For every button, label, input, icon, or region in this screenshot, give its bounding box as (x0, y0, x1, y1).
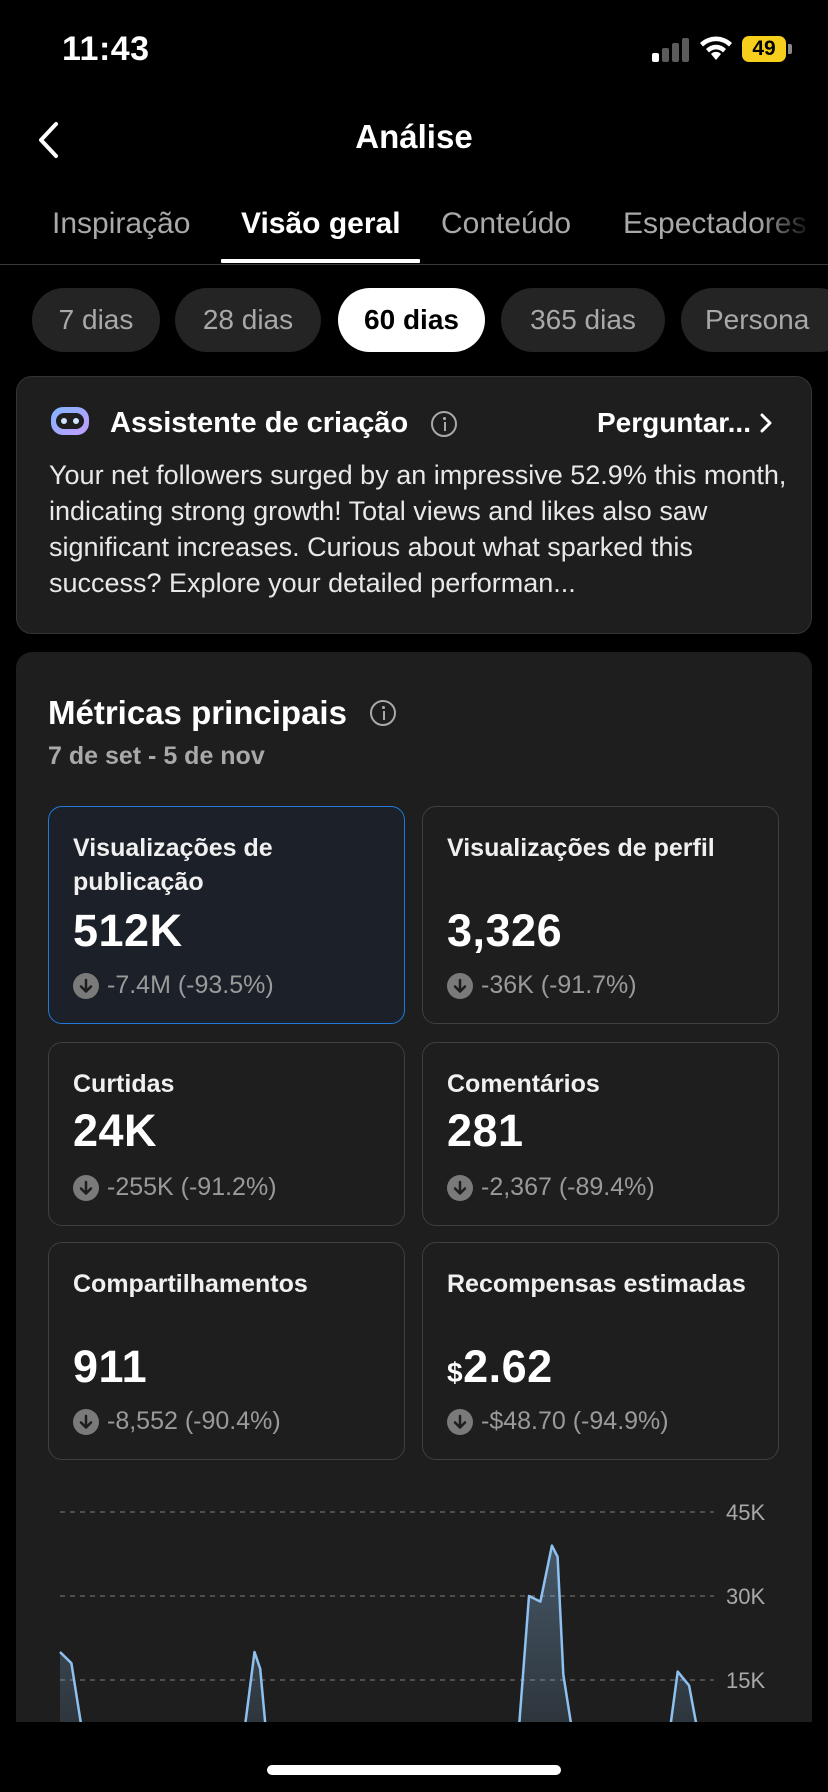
tab-conteudo[interactable]: Conteúdo (441, 207, 572, 240)
assistant-title: Assistente de criação (110, 407, 409, 439)
metric-delta-text: -7.4M (-93.5%) (107, 971, 274, 999)
pill-60-dias[interactable]: 60 dias (338, 288, 485, 352)
battery-icon: 49 (742, 36, 792, 62)
metric-label: Curtidas (73, 1070, 175, 1098)
header: Análise (0, 100, 828, 180)
ask-label: Perguntar... (596, 407, 751, 438)
active-tab-indicator (221, 259, 420, 263)
metric-label: Visualizações de publicação (73, 834, 273, 896)
page-title: Análise (355, 118, 473, 155)
metric-delta: -36K (-91.7%) (447, 971, 637, 1000)
arrow-down-icon (447, 1408, 473, 1435)
tab-inspiracao[interactable]: Inspiração (52, 207, 191, 240)
assistant-bot-icon (51, 407, 89, 435)
metric-delta: -7.4M (-93.5%) (73, 971, 274, 1000)
metric-delta-text: -$48.70 (-94.9%) (481, 1407, 669, 1435)
pill-28-dias[interactable]: 28 dias (175, 288, 321, 352)
back-button[interactable] (26, 118, 70, 162)
metric-delta-text: -36K (-91.7%) (481, 971, 637, 999)
currency-symbol: $ (447, 1357, 464, 1388)
home-indicator[interactable] (267, 1765, 561, 1775)
main-metrics-card: Métricas principais 7 de set - 5 de nov … (16, 652, 812, 1792)
metrics-info-icon[interactable] (370, 700, 396, 726)
wifi-icon (698, 34, 734, 62)
metric-delta: -$48.70 (-94.9%) (447, 1407, 669, 1436)
metric-value: 3,326 (447, 905, 563, 956)
pill-7-dias[interactable]: 7 dias (32, 288, 160, 352)
arrow-down-icon (447, 1174, 473, 1201)
metrics-title: Métricas principais (48, 694, 347, 731)
metric-tile-post-views[interactable]: Visualizações de publicação 512K -7.4M (… (48, 806, 405, 1024)
chart-y-tick-label: 15K (726, 1668, 765, 1693)
metric-label: Visualizações de perfil (447, 834, 715, 862)
chart-y-tick-label: 45K (726, 1500, 765, 1525)
metric-delta: -2,367 (-89.4%) (447, 1173, 655, 1202)
info-icon[interactable] (431, 411, 457, 437)
metric-delta-text: -255K (-91.2%) (107, 1173, 277, 1201)
creation-assistant-card[interactable]: Assistente de criação Perguntar... Your … (16, 376, 812, 634)
metric-delta-text: -8,552 (-90.4%) (107, 1407, 281, 1435)
metric-tile-likes[interactable]: Curtidas 24K -255K (-91.2%) (48, 1042, 405, 1226)
metric-tile-shares[interactable]: Compartilhamentos 911 -8,552 (-90.4%) (48, 1242, 405, 1460)
chevron-right-icon (760, 413, 772, 433)
arrow-down-icon (73, 1174, 99, 1201)
cellular-signal-icon (652, 38, 690, 62)
date-range: 7 de set - 5 de nov (48, 742, 265, 770)
assistant-summary: Your net followers surged by an impressi… (49, 460, 787, 598)
metric-label: Compartilhamentos (73, 1270, 308, 1298)
metric-value: 24K (73, 1105, 158, 1156)
bottom-safe-area (0, 1722, 828, 1792)
metric-value: 911 (73, 1341, 148, 1392)
metric-delta-text: -2,367 (-89.4%) (481, 1173, 655, 1201)
status-time: 11:43 (62, 30, 150, 68)
metric-tile-comments[interactable]: Comentários 281 -2,367 (-89.4%) (422, 1042, 779, 1226)
arrow-down-icon (73, 972, 99, 999)
metric-delta: -8,552 (-90.4%) (73, 1407, 281, 1436)
tab-visao-geral[interactable]: Visão geral (241, 207, 401, 240)
metric-value-number: 2.62 (463, 1341, 553, 1392)
metric-delta: -255K (-91.2%) (73, 1173, 277, 1202)
chart-y-tick-label: 30K (726, 1584, 765, 1609)
metric-value: $2.62 (447, 1341, 553, 1393)
arrow-down-icon (73, 1408, 99, 1435)
pill-personalizado[interactable]: Persona (681, 288, 828, 352)
metric-value: 281 (447, 1105, 524, 1156)
tab-bar: Inspiração Visão geral Conteúdo Espectad… (0, 195, 828, 265)
ask-button[interactable]: Perguntar... (597, 407, 773, 439)
metric-label: Recompensas estimadas (447, 1270, 746, 1298)
battery-level: 49 (742, 36, 786, 62)
chevron-left-icon (39, 122, 58, 158)
metric-tile-profile-views[interactable]: Visualizações de perfil 3,326 -36K (-91.… (422, 806, 779, 1024)
metric-label: Comentários (447, 1070, 600, 1098)
arrow-down-icon (447, 972, 473, 999)
metric-value: 512K (73, 905, 183, 956)
period-filter: 7 dias 28 dias 60 dias 365 dias Persona (0, 288, 828, 354)
status-bar: 11:43 49 (0, 0, 828, 100)
pill-365-dias[interactable]: 365 dias (501, 288, 665, 352)
metric-tile-estimated-rewards[interactable]: Recompensas estimadas $2.62 -$48.70 (-94… (422, 1242, 779, 1460)
